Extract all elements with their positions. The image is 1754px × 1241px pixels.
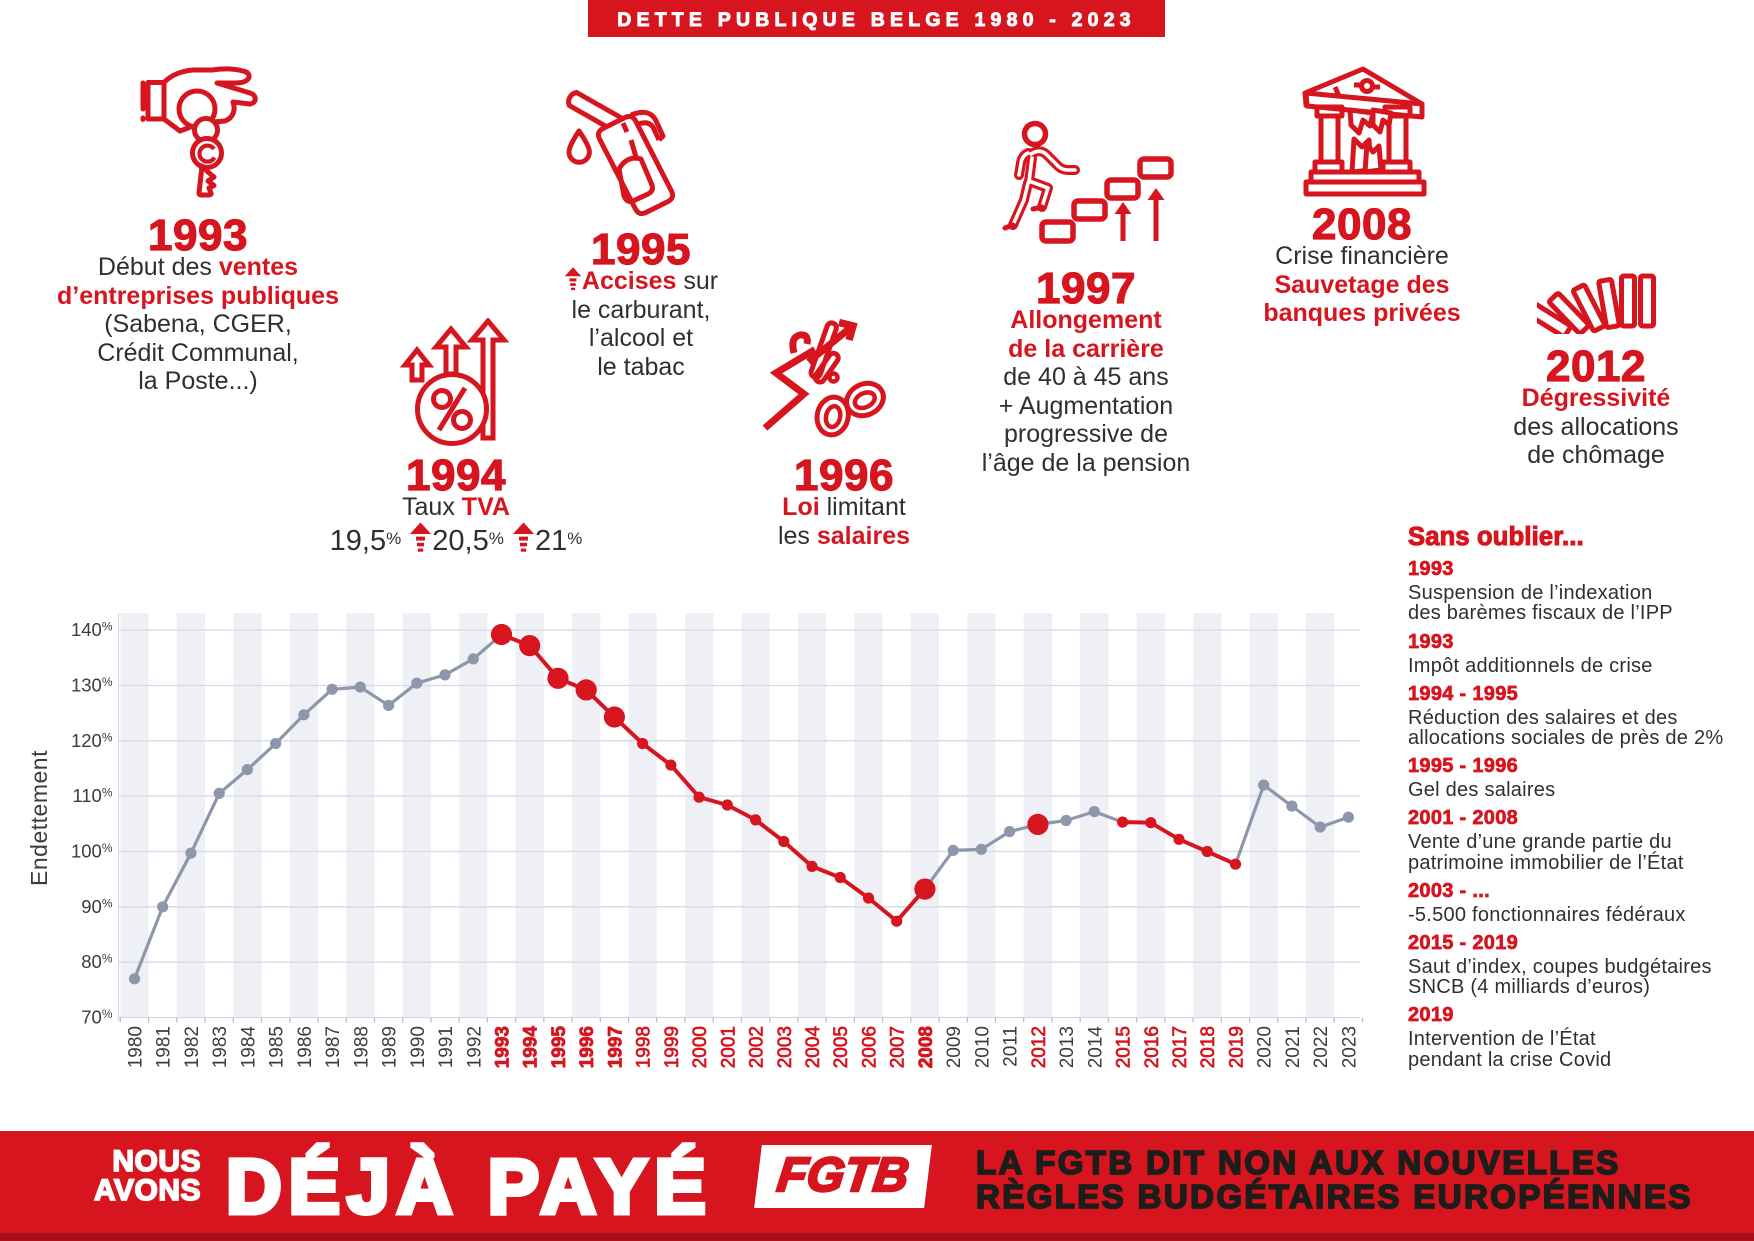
svg-text:140%: 140% (71, 619, 113, 640)
svg-text:1999: 1999 (662, 1026, 683, 1068)
svg-text:2018: 2018 (1198, 1026, 1219, 1068)
svg-text:1993: 1993 (493, 1026, 514, 1068)
svg-text:1994: 1994 (521, 1026, 542, 1069)
svg-text:100%: 100% (71, 841, 113, 862)
svg-text:2011: 2011 (1001, 1026, 1022, 1067)
svg-text:2021: 2021 (1283, 1026, 1304, 1068)
svg-text:2002: 2002 (747, 1026, 768, 1068)
svg-text:2022: 2022 (1311, 1026, 1332, 1068)
svg-text:2016: 2016 (1142, 1026, 1163, 1068)
svg-text:80%: 80% (81, 951, 113, 972)
svg-text:2003: 2003 (775, 1026, 796, 1068)
svg-text:1986: 1986 (295, 1026, 316, 1068)
svg-text:1990: 1990 (408, 1026, 429, 1068)
svg-text:1987: 1987 (323, 1026, 344, 1068)
svg-text:1995: 1995 (549, 1026, 570, 1069)
svg-text:2009: 2009 (944, 1026, 965, 1068)
svg-text:2010: 2010 (972, 1026, 993, 1068)
svg-text:2008: 2008 (916, 1026, 937, 1068)
svg-text:120%: 120% (71, 730, 113, 751)
svg-text:130%: 130% (71, 675, 113, 696)
svg-text:2004: 2004 (803, 1026, 824, 1069)
svg-text:2017: 2017 (1170, 1026, 1191, 1068)
svg-text:2000: 2000 (690, 1026, 711, 1068)
svg-text:1985: 1985 (267, 1026, 288, 1068)
svg-text:2023: 2023 (1339, 1026, 1360, 1068)
svg-text:1997: 1997 (605, 1026, 626, 1068)
svg-text:2006: 2006 (860, 1026, 881, 1068)
svg-text:Endettement: Endettement (26, 750, 52, 886)
svg-text:2012: 2012 (1029, 1026, 1050, 1068)
svg-text:2007: 2007 (888, 1026, 909, 1068)
svg-text:1980: 1980 (126, 1026, 147, 1068)
svg-text:2013: 2013 (1057, 1026, 1078, 1068)
svg-text:110%: 110% (72, 785, 113, 806)
svg-text:1992: 1992 (464, 1026, 485, 1068)
svg-text:1996: 1996 (577, 1026, 598, 1068)
svg-text:2019: 2019 (1227, 1026, 1248, 1068)
svg-text:2020: 2020 (1255, 1026, 1276, 1068)
svg-text:1983: 1983 (210, 1026, 231, 1068)
svg-text:2005: 2005 (831, 1026, 852, 1068)
svg-text:1991: 1991 (436, 1026, 457, 1068)
svg-text:2015: 2015 (1114, 1026, 1135, 1068)
svg-text:1988: 1988 (351, 1026, 372, 1068)
svg-text:1998: 1998 (634, 1026, 655, 1068)
svg-text:90%: 90% (81, 896, 113, 917)
svg-text:1984: 1984 (238, 1026, 259, 1069)
svg-text:2014: 2014 (1085, 1026, 1106, 1069)
svg-text:1982: 1982 (182, 1026, 203, 1068)
svg-text:1989: 1989 (380, 1026, 401, 1068)
svg-text:1981: 1981 (154, 1026, 175, 1068)
svg-text:2001: 2001 (718, 1026, 739, 1068)
svg-text:70%: 70% (81, 1007, 113, 1028)
